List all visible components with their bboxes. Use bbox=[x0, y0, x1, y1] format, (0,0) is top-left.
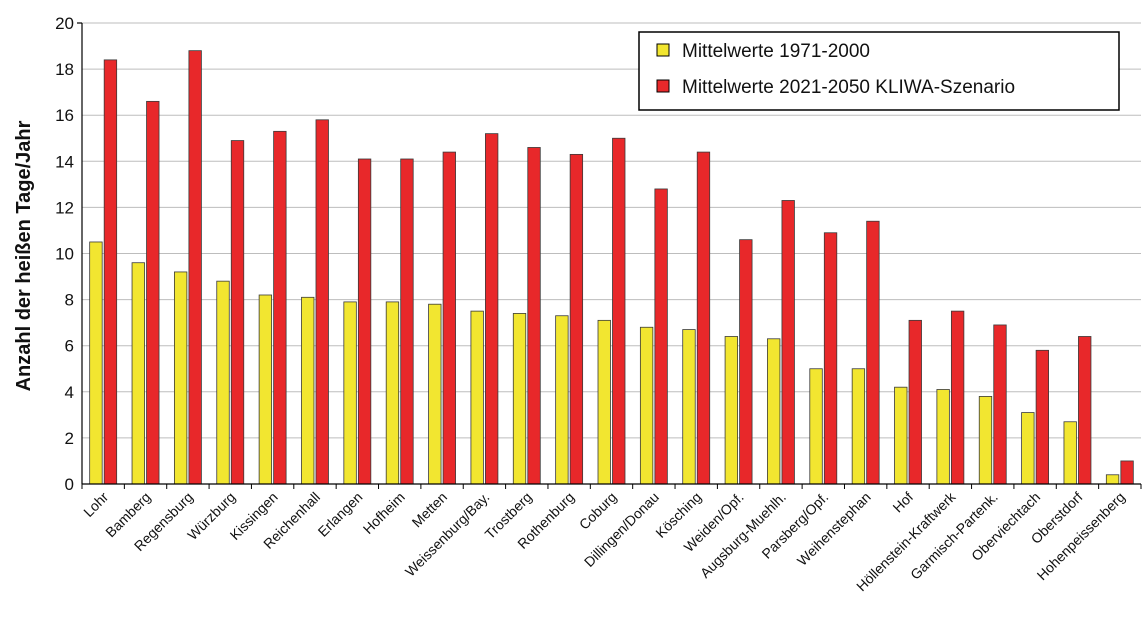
bar-1971-2000 bbox=[639, 326, 654, 485]
y-tick-label: 6 bbox=[65, 337, 74, 356]
bar-2021-2050 bbox=[1120, 460, 1134, 485]
bar-2021-2050 bbox=[1078, 336, 1092, 485]
y-tick-label: 4 bbox=[65, 383, 74, 402]
bar-2021-2050 bbox=[400, 158, 414, 485]
bar-1971-2000 bbox=[173, 271, 188, 485]
gridlines bbox=[82, 22, 1141, 439]
legend-label-2021-2050: Mittelwerte 2021-2050 KLIWA-Szenario bbox=[682, 77, 1015, 98]
bar-1971-2000 bbox=[512, 313, 527, 485]
bar-2021-2050 bbox=[1035, 349, 1049, 485]
bar-2021-2050 bbox=[908, 319, 922, 485]
x-tick-label: Erlangen bbox=[315, 489, 366, 540]
bar-2021-2050 bbox=[823, 232, 838, 485]
bar-1971-2000 bbox=[216, 280, 230, 485]
y-tick-label: 8 bbox=[65, 291, 74, 310]
bar-1971-2000 bbox=[724, 336, 738, 485]
bar-1971-2000 bbox=[385, 301, 400, 485]
legend: Mittelwerte 1971-2000 Mittelwerte 2021-2… bbox=[638, 31, 1120, 111]
axes bbox=[77, 22, 1142, 489]
y-tick-label: 12 bbox=[55, 198, 74, 217]
bar-2021-2050 bbox=[654, 188, 668, 485]
bar-2021-2050 bbox=[315, 119, 329, 485]
legend-swatch-1971-2000 bbox=[656, 43, 670, 57]
x-tick-label: Lohr bbox=[80, 489, 111, 520]
bar-2021-2050 bbox=[357, 158, 372, 485]
bars bbox=[89, 50, 1134, 485]
bar-1971-2000 bbox=[258, 294, 273, 485]
x-tick-label: Dillingen/Donau bbox=[581, 489, 662, 570]
bar-2021-2050 bbox=[230, 140, 245, 485]
bar-1971-2000 bbox=[343, 301, 357, 485]
bar-1971-2000 bbox=[1063, 421, 1077, 485]
bar-1971-2000 bbox=[1105, 474, 1120, 485]
bar-2021-2050 bbox=[569, 153, 584, 485]
bar-1971-2000 bbox=[767, 338, 781, 485]
y-tick-label: 10 bbox=[55, 245, 74, 264]
x-tick-label: Weihenstephan bbox=[794, 489, 874, 569]
bar-1971-2000 bbox=[978, 396, 993, 485]
legend-box bbox=[638, 31, 1120, 111]
bar-2021-2050 bbox=[103, 59, 118, 485]
bar-1971-2000 bbox=[682, 329, 696, 485]
bar-2021-2050 bbox=[781, 200, 795, 485]
bar-2021-2050 bbox=[739, 239, 753, 485]
x-tick-label: Hof bbox=[889, 489, 916, 516]
bar-1971-2000 bbox=[809, 368, 823, 485]
bar-1971-2000 bbox=[301, 296, 315, 485]
bar-2021-2050 bbox=[866, 220, 880, 485]
x-tick-label: Metten bbox=[409, 489, 451, 531]
bar-2021-2050 bbox=[993, 324, 1007, 485]
bar-1971-2000 bbox=[470, 310, 484, 485]
y-tick-labels: 0 2 4 6 8 10 12 14 16 18 20 bbox=[55, 14, 74, 494]
bar-2021-2050 bbox=[612, 137, 626, 485]
y-tick-label: 2 bbox=[65, 429, 74, 448]
bar-2021-2050 bbox=[527, 147, 541, 485]
legend-label-1971-2000: Mittelwerte 1971-2000 bbox=[682, 41, 870, 62]
y-tick-label: 0 bbox=[65, 475, 74, 494]
bar-2021-2050 bbox=[950, 310, 965, 485]
bar-2021-2050 bbox=[188, 50, 202, 485]
bar-1971-2000 bbox=[894, 386, 908, 485]
bar-1971-2000 bbox=[1021, 412, 1035, 485]
bar-1971-2000 bbox=[131, 262, 145, 485]
bar-1971-2000 bbox=[851, 368, 866, 485]
bar-2021-2050 bbox=[442, 151, 456, 485]
bar-2021-2050 bbox=[273, 130, 287, 485]
bar-1971-2000 bbox=[936, 389, 950, 485]
x-tick-label: Hofheim bbox=[360, 489, 408, 537]
y-tick-label: 18 bbox=[55, 60, 74, 79]
bar-2021-2050 bbox=[696, 151, 711, 485]
x-tick-labels: LohrBambergRegensburgWürzburgKissingenRe… bbox=[80, 488, 1128, 594]
y-tick-label: 16 bbox=[55, 106, 74, 125]
bar-1971-2000 bbox=[597, 319, 611, 485]
y-tick-label: 20 bbox=[55, 14, 74, 33]
bar-1971-2000 bbox=[428, 303, 442, 485]
legend-swatch-2021-2050 bbox=[656, 79, 670, 93]
bar-2021-2050 bbox=[146, 100, 160, 485]
y-axis-label: Anzahl der heißen Tage/Jahr bbox=[13, 120, 35, 391]
y-tick-label: 14 bbox=[55, 152, 74, 171]
bar-1971-2000 bbox=[89, 241, 103, 485]
bar-2021-2050 bbox=[485, 133, 499, 485]
bar-1971-2000 bbox=[555, 315, 569, 485]
